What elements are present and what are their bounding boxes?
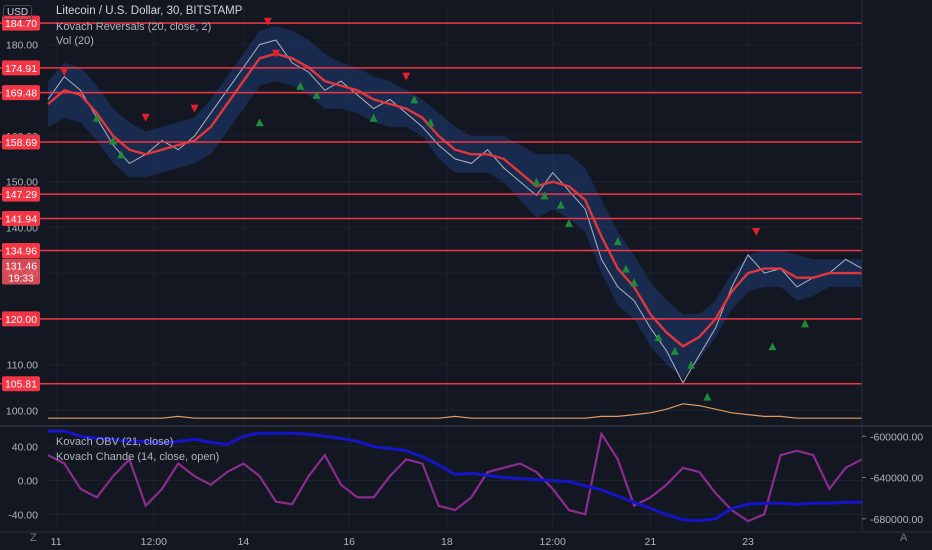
reversal-up-marker [630,278,639,287]
x-tick-label: 21 [645,536,657,548]
reversal-up-marker [109,136,118,145]
reversal-up-marker [532,177,541,186]
level-label-bg [2,311,40,327]
x-tick-label: 16 [343,536,355,548]
obv-tick-label: -600000.00 [870,431,923,443]
legend-kovach-obv[interactable]: Kovach OBV (21, close) [56,436,174,448]
reversal-up-marker [426,118,435,127]
reversal-up-marker [801,319,810,328]
currency-selector[interactable]: USD [3,5,33,20]
level-label: 141.94 [5,214,37,226]
y-tick-label: 100.00 [6,405,38,417]
x-tick-label: 12:00 [141,536,167,548]
symbol-title[interactable]: Litecoin / U.S. Dollar, 30, BITSTAMP [56,5,243,17]
y-tick-label: 180.00 [6,40,38,52]
x-tick-label: 12:00 [540,536,566,548]
reversal-up-marker [687,360,696,369]
legend-kovach-reversals[interactable]: Kovach Reversals (20, close, 2) [56,21,212,33]
current-price-badge [2,258,40,285]
y-tick-label: 110.00 [7,360,38,372]
reversal-down-marker [271,49,280,58]
level-label: 134.96 [5,245,37,257]
volume-series [48,403,862,419]
reversal-up-marker [92,113,101,122]
legend-volume[interactable]: Vol (20) [56,35,94,47]
level-label-bg [2,60,40,76]
reversal-up-marker [556,200,565,209]
reversal-down-marker [263,17,272,26]
level-label: 174.91 [5,63,37,75]
reversal-up-marker [296,81,305,90]
bar-countdown: 19:33 [8,273,33,284]
reversal-down-marker [60,68,69,76]
reversal-up-marker [613,237,622,246]
level-label: 169.48 [5,88,37,100]
chande-tick-label: 0.00 [18,475,39,487]
reversal-up-marker [670,346,679,355]
reversal-up-marker [540,191,549,200]
reversal-up-marker [703,392,712,401]
obv-tick-label: -640000.00 [870,473,923,485]
y-tick-label: 150.00 [6,177,38,189]
legend-kovach-chande[interactable]: Kovach Chande (14, close, open) [56,451,220,463]
kovach-chande-line [47,431,863,523]
reversal-down-marker [190,104,199,113]
x-tick-label: 14 [238,536,250,548]
level-label: 184.70 [5,18,37,30]
reversal-up-marker [564,218,573,227]
chande-tick-label: -40.00 [8,509,38,521]
level-label-bg [2,376,40,392]
reversal-up-marker [654,333,663,342]
level-label: 120.00 [5,314,37,326]
level-label-bg [2,85,40,101]
level-label: 105.81 [5,379,37,391]
x-tick-label: 18 [441,536,453,548]
reversal-up-marker [117,150,126,159]
kovach-basis-line [47,52,862,348]
chande-tick-label: 40.00 [12,442,38,454]
obv-tick-label: -680000.00 [870,514,923,526]
reversal-down-marker [141,113,150,122]
reversal-up-marker [768,342,777,351]
kovach-obv-line [48,429,862,523]
reversal-up-marker [369,113,378,122]
level-label-bg [2,242,40,258]
current-price-label: 131.46 [5,260,37,272]
level-label: 147.29 [5,189,37,201]
reversal-up-marker [255,118,264,127]
x-tick-label: 23 [742,536,754,548]
reversal-up-marker [312,90,321,99]
level-label-bg [2,211,40,227]
auto-scale-button[interactable]: A [900,532,908,544]
timezone-button[interactable]: Z [30,532,37,544]
reversal-up-marker [621,264,630,273]
level-label-bg [2,134,40,150]
x-tick-label: 11 [51,536,62,548]
reversal-up-marker [410,95,419,104]
level-label: 158.69 [5,137,37,149]
level-label-bg [2,186,40,202]
reversal-down-marker [402,72,411,81]
reversal-down-marker [752,228,761,236]
